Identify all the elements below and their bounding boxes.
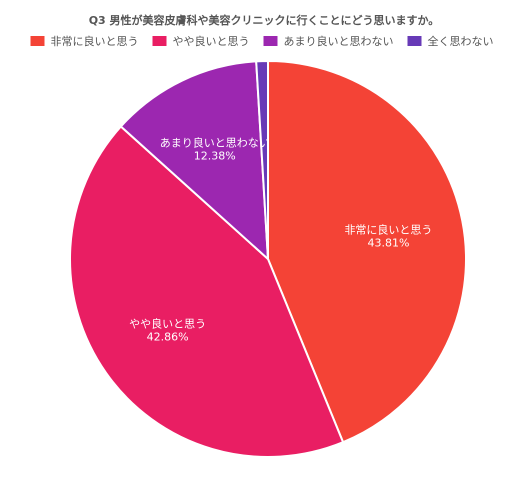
slice-label-1: 非常に良いと思う: [344, 222, 432, 236]
legend-item-3[interactable]: あまり良いと思わない: [263, 34, 394, 48]
legend: 非常に良いと思う やや良いと思う あまり良いと思わない 全く思わない: [30, 34, 494, 48]
legend-label-1: 非常に良いと思う: [51, 34, 139, 48]
slice-value-3: 12.38%: [194, 149, 236, 162]
slice-value-2: 42.86%: [147, 331, 189, 344]
slice-label-3: あまり良いと思わない: [160, 135, 270, 149]
legend-item-1[interactable]: 非常に良いと思う: [30, 34, 139, 48]
slice-1[interactable]: [267, 59, 467, 444]
slice-2[interactable]: [69, 125, 345, 458]
slice-value-1: 43.81%: [367, 236, 409, 249]
legend-item-4[interactable]: 全く思わない: [407, 34, 494, 48]
slice-4[interactable]: [255, 59, 269, 260]
legend-swatch-1: [30, 36, 45, 46]
slice-label-2: やや良いと思う: [129, 317, 206, 331]
legend-item-2[interactable]: やや良いと思う: [152, 34, 250, 48]
legend-label-2: やや良いと思う: [173, 34, 250, 48]
pie-slices: [69, 59, 467, 458]
legend-swatch-2: [152, 36, 167, 46]
legend-swatch-4: [407, 36, 422, 46]
slice-3[interactable]: [119, 60, 270, 262]
legend-label-3: あまり良いと思わない: [284, 34, 394, 48]
legend-label-4: 全く思わない: [428, 34, 494, 48]
chart-title: Q3 男性が美容皮膚科や美容クリニックに行くことにどう思いますか。: [89, 13, 440, 27]
legend-swatch-3: [263, 36, 278, 46]
